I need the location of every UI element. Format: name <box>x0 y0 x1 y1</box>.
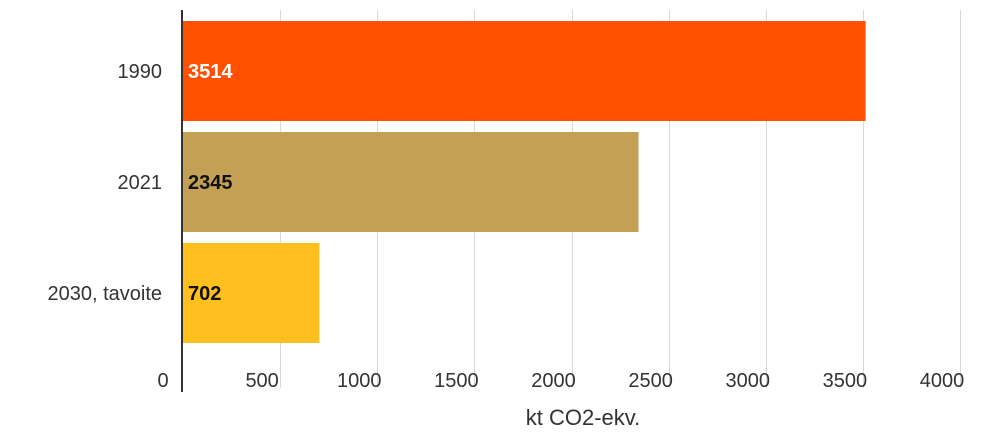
bar-2 <box>183 243 320 343</box>
data-labels: 3514 2345 702 <box>188 61 233 305</box>
data-label-1: 2345 <box>188 172 233 194</box>
category-labels: 1990 2021 2030, tavoite <box>47 61 162 305</box>
tick-label-1000: 1000 <box>337 370 382 392</box>
data-label-0: 3514 <box>188 61 233 83</box>
tick-label-1500: 1500 <box>434 370 479 392</box>
tick-label-2000: 2000 <box>531 370 576 392</box>
tick-label-0: 0 <box>157 370 168 392</box>
x-axis-title: kt CO2-ekv. <box>526 405 641 430</box>
category-label-1: 2021 <box>118 172 163 194</box>
tick-label-2500: 2500 <box>628 370 673 392</box>
category-label-0: 1990 <box>118 61 163 83</box>
bar-0 <box>183 21 866 121</box>
tick-label-4000: 4000 <box>920 370 965 392</box>
tick-label-3000: 3000 <box>726 370 771 392</box>
tick-labels: 0 500 1000 1500 2000 2500 3000 3500 4000 <box>157 370 964 392</box>
bars <box>183 21 866 343</box>
data-label-2: 702 <box>188 283 221 305</box>
tick-label-3500: 3500 <box>823 370 868 392</box>
category-label-2: 2030, tavoite <box>47 283 162 305</box>
tick-label-500: 500 <box>245 370 278 392</box>
bar-1 <box>183 132 639 232</box>
